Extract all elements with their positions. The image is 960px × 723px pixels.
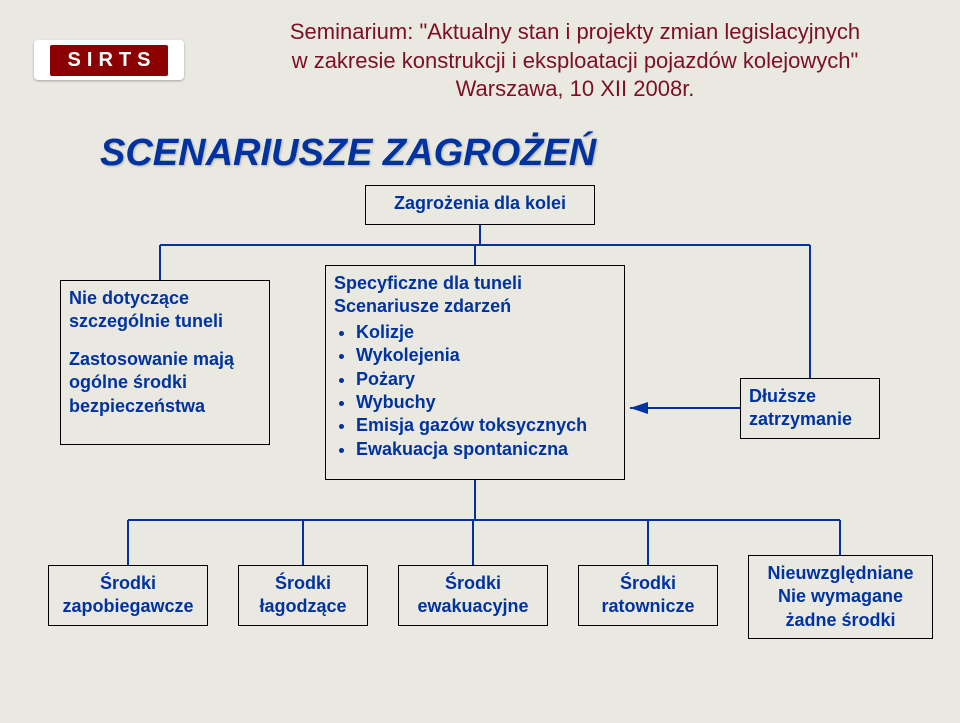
mid-center-item: Pożary	[356, 368, 616, 391]
logo: SIRTS	[34, 40, 184, 80]
bottom-0-line1: Środki	[57, 572, 199, 595]
mid-left-box: Nie dotyczące szczególnie tuneli Zastoso…	[60, 280, 270, 445]
bottom-2-line1: Środki	[407, 572, 539, 595]
bottom-3-line2: ratownicze	[587, 595, 709, 618]
bottom-box-0: Środki zapobiegawcze	[48, 565, 208, 626]
logo-text: SIRTS	[50, 45, 169, 76]
mid-left-line1: Nie dotyczące	[69, 287, 261, 310]
root-label: Zagrożenia dla kolei	[394, 193, 566, 213]
bottom-3-line1: Środki	[587, 572, 709, 595]
mid-left-line2: szczególnie tuneli	[69, 310, 261, 333]
mid-center-item: Wykolejenia	[356, 344, 616, 367]
mid-center-item: Emisja gazów toksycznych	[356, 414, 616, 437]
bottom-box-3: Środki ratownicze	[578, 565, 718, 626]
bottom-box-2: Środki ewakuacyjne	[398, 565, 548, 626]
mid-center-heading1: Specyficzne dla tuneli	[334, 272, 616, 295]
mid-left-line4: ogólne środki	[69, 371, 261, 394]
bottom-box-1: Środki łagodzące	[238, 565, 368, 626]
seminar-line1: Seminarium: "Aktualny stan i projekty zm…	[290, 19, 860, 44]
mid-right-line1: Dłuższe	[749, 385, 871, 408]
mid-center-heading2: Scenariusze zdarzeń	[334, 295, 616, 318]
bottom-4-line2: Nie wymagane	[757, 585, 924, 608]
slide-header: SIRTS Seminarium: "Aktualny stan i proje…	[0, 0, 960, 120]
slide: SIRTS Seminarium: "Aktualny stan i proje…	[0, 0, 960, 723]
spacer	[69, 334, 261, 348]
mid-right-line2: zatrzymanie	[749, 408, 871, 431]
bottom-2-line2: ewakuacyjne	[407, 595, 539, 618]
bottom-1-line2: łagodzące	[247, 595, 359, 618]
bottom-box-4: Nieuwzględniane Nie wymagane żadne środk…	[748, 555, 933, 639]
mid-right-box: Dłuższe zatrzymanie	[740, 378, 880, 439]
mid-center-item: Ewakuacja spontaniczna	[356, 438, 616, 461]
bottom-4-line1: Nieuwzględniane	[757, 562, 924, 585]
bottom-1-line1: Środki	[247, 572, 359, 595]
root-box: Zagrożenia dla kolei	[365, 185, 595, 225]
bottom-0-line2: zapobiegawcze	[57, 595, 199, 618]
mid-center-item: Wybuchy	[356, 391, 616, 414]
bottom-4-line3: żadne środki	[757, 609, 924, 632]
seminar-text: Seminarium: "Aktualny stan i projekty zm…	[210, 18, 940, 104]
mid-left-line3: Zastosowanie mają	[69, 348, 261, 371]
mid-left-line5: bezpieczeństwa	[69, 395, 261, 418]
mid-center-item: Kolizje	[356, 321, 616, 344]
mid-center-box: Specyficzne dla tuneli Scenariusze zdarz…	[325, 265, 625, 480]
seminar-line2: w zakresie konstrukcji i eksploatacji po…	[292, 48, 859, 73]
mid-center-list: KolizjeWykolejeniaPożaryWybuchyEmisja ga…	[334, 321, 616, 461]
seminar-date: Warszawa, 10 XII 2008r.	[210, 75, 940, 104]
slide-title: SCENARIUSZE ZAGROŻEŃ	[100, 132, 596, 175]
